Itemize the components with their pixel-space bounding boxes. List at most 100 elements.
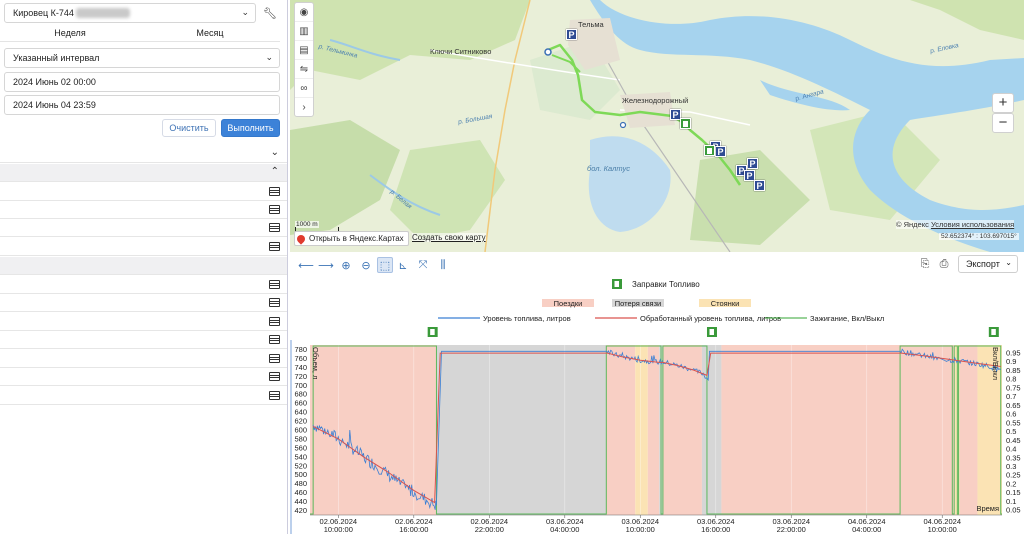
x-tick-time: 16:00:00 [701, 525, 730, 534]
fuel-refill-marker-inner [991, 329, 996, 335]
list-item[interactable] [0, 201, 287, 219]
fuel-station-marker[interactable] [704, 145, 715, 156]
eye-icon[interactable]: ◉ [295, 3, 313, 22]
y-left-tick-label: 700 [294, 381, 307, 390]
x-tick-time: 10:00:00 [928, 525, 957, 534]
y-right-tick-label: 0.85 [1006, 366, 1021, 375]
table-icon[interactable] [269, 372, 280, 381]
list-item[interactable] [0, 276, 287, 294]
x-tick-time: 04:00:00 [852, 525, 881, 534]
zoom-in-icon[interactable]: ⊕ [341, 259, 351, 272]
y-left-tick-label: 720 [294, 372, 307, 381]
table-icon[interactable] [269, 391, 280, 400]
fit-all-icon[interactable]: ⤧ [418, 258, 428, 271]
columns-icon[interactable]: ⫼ [440, 258, 446, 271]
select-area-icon[interactable]: ⬚ [377, 257, 393, 273]
ruler-icon[interactable]: ▤ [295, 41, 313, 60]
tab-month[interactable]: Месяц [140, 25, 280, 42]
axis-scale-icon[interactable]: ⊾ [398, 259, 408, 272]
list-item[interactable] [0, 183, 287, 201]
map-canvas [290, 0, 1024, 252]
table-icon[interactable] [269, 280, 280, 289]
list-item[interactable] [0, 238, 287, 256]
list-item[interactable] [0, 331, 287, 349]
create-map-link[interactable]: Создать свою карту [412, 233, 486, 242]
y-right-tick-label: 0.3 [1006, 462, 1016, 471]
arrow-left-icon[interactable]: ⟵ [298, 259, 314, 272]
y-right-tick-label: 0.6 [1006, 410, 1016, 419]
terms-link[interactable]: Условия использования [930, 220, 1015, 229]
table-icon[interactable] [269, 223, 280, 232]
y-left-tick-label: 440 [294, 497, 307, 506]
section-header[interactable] [0, 257, 287, 275]
parking-marker[interactable]: P [566, 29, 577, 40]
x-tick-date: 03.06.2024 [697, 517, 735, 526]
x-tick-time: 16:00:00 [399, 525, 428, 534]
band-lost [701, 345, 722, 515]
y-left-tick-label: 780 [294, 345, 307, 354]
map-layers-icon[interactable]: ▥ [295, 22, 313, 41]
x-tick-date: 04.06.2024 [923, 517, 961, 526]
fuel-chart[interactable]: Заправки Топливо Поездки Потеря связи Стоян… [290, 277, 1024, 534]
chart-series [310, 345, 1002, 515]
chart-toolbar: ⟵ ⟶ ⊕ ⊖ ⬚ ⊾ ⤧ ⫼ [290, 253, 1024, 277]
list-item[interactable] [0, 219, 287, 237]
map-view[interactable]: Тельма Ключи Ситниково Железнодорожный б… [290, 0, 1024, 252]
table-icon[interactable] [269, 187, 280, 196]
list-item[interactable] [0, 387, 287, 405]
band-lost [436, 345, 607, 515]
arrow-right-icon[interactable]: ⟶ [318, 259, 334, 272]
clear-button[interactable]: Очистить [162, 119, 216, 137]
parking-marker[interactable]: P [670, 109, 681, 120]
list-item[interactable] [0, 368, 287, 386]
scale-label: 1000 m [295, 221, 319, 228]
table-icon[interactable] [269, 242, 280, 251]
parking-marker[interactable]: P [747, 158, 758, 169]
y-left-tick-label: 560 [294, 443, 307, 452]
route-icon[interactable]: ⇋ [295, 60, 313, 79]
y-right-tick-label: 0.05 [1006, 506, 1021, 515]
open-yandex-maps-link[interactable]: Открыть в Яндекс.Картах [294, 231, 409, 246]
list-item[interactable] [0, 350, 287, 368]
export-document-icon[interactable]: ⎘ [920, 257, 930, 270]
table-icon[interactable] [269, 205, 280, 214]
x-tick-time: 10:00:00 [626, 525, 655, 534]
table-icon[interactable] [269, 335, 280, 344]
run-button[interactable]: Выполнить [221, 119, 280, 137]
parking-marker[interactable]: P [744, 170, 755, 181]
parking-marker[interactable]: P [754, 180, 765, 191]
chart-axes: 7807607407207006806606406206005805605405… [290, 340, 1021, 534]
zoom-in-button[interactable]: + [992, 93, 1014, 113]
list-item[interactable] [0, 313, 287, 331]
y-right-tick-label: 0.7 [1006, 392, 1016, 401]
fuel-station-marker[interactable] [680, 118, 691, 129]
table-icon[interactable] [269, 354, 280, 363]
y-right-tick-label: 0.25 [1006, 471, 1021, 480]
expanded-section-header[interactable]: ⌃ [0, 164, 287, 182]
legend-band-label: Стоянки [711, 299, 740, 308]
date-to-input[interactable]: 2024 Июнь 04 23:59 [4, 95, 280, 115]
parking-marker[interactable]: P [715, 146, 726, 157]
table-icon[interactable] [269, 298, 280, 307]
table-icon[interactable] [269, 317, 280, 326]
export-select[interactable]: Экспорт ⌄ [958, 255, 1018, 273]
date-from-input[interactable]: 2024 Июнь 02 00:00 [4, 72, 280, 92]
zoom-out-icon[interactable]: ⊖ [361, 259, 371, 272]
object-select[interactable]: Кировец К-744 ⌄ [4, 3, 256, 23]
tab-week[interactable]: Неделя [0, 25, 140, 42]
binoculars-icon[interactable]: ∞ [295, 79, 313, 98]
copyright-prefix: © Яндекс [896, 220, 929, 229]
map-coordinates: 52.652374° : 103.697015° [939, 233, 1019, 240]
legend-series-label: Уровень топлива, литров [483, 314, 571, 323]
y-right-tick-label: 0.15 [1006, 488, 1021, 497]
zoom-out-button[interactable]: − [992, 113, 1014, 133]
chevron-right-icon[interactable]: › [302, 102, 306, 113]
list-item[interactable] [0, 294, 287, 312]
interval-select[interactable]: Указанный интервал ⌄ [4, 48, 280, 68]
map-pin-icon [295, 232, 307, 245]
print-icon[interactable]: ⎙ [939, 257, 949, 270]
wrench-icon[interactable]: 🔧︎ [263, 7, 277, 20]
collapsed-section[interactable]: ⌄ [0, 145, 287, 163]
y-left-tick-label: 500 [294, 470, 307, 479]
